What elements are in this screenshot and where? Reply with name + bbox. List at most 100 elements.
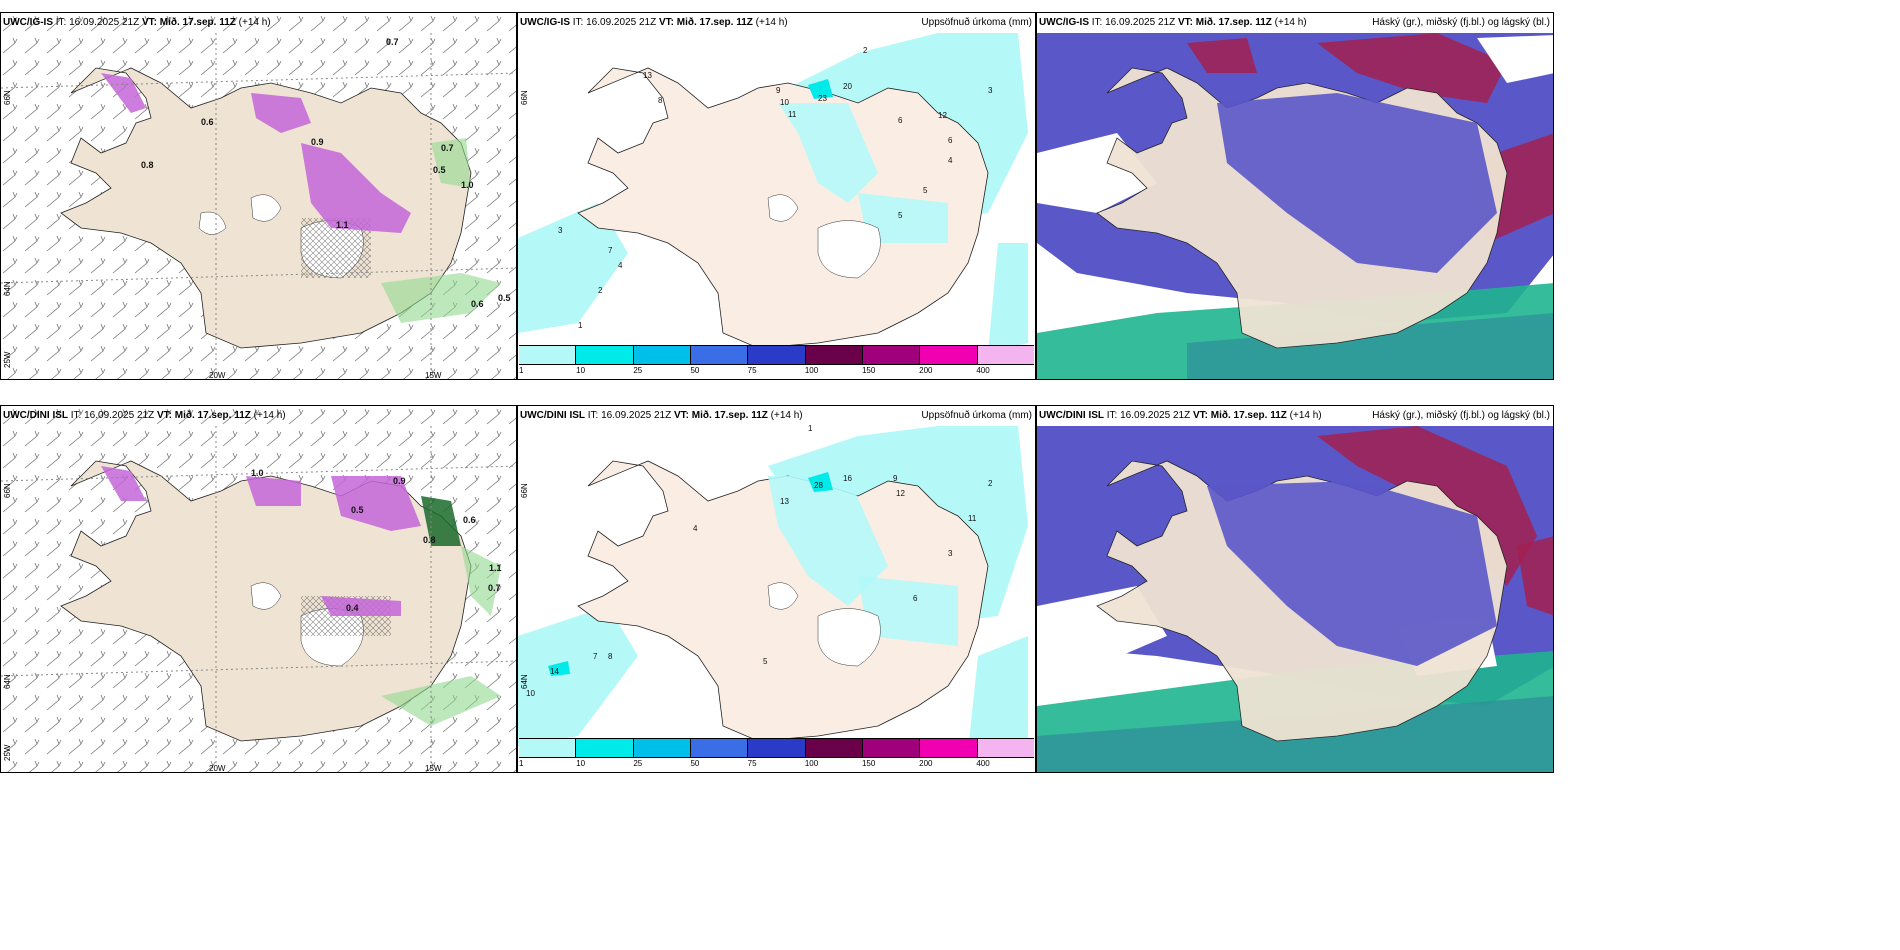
icing-magenta-2: [251, 93, 311, 133]
lon-label-20w: 20W: [209, 764, 226, 773]
panel-wind-ig-is: 0.7 0.6 0.5 1.0 0.9 0.7 0.6 0.5 1.1 0.8 …: [0, 12, 517, 380]
colorbar-ticks: 1 10 25 50 75 100 150 200 400: [519, 366, 1034, 378]
model-name: UWC/DINI ISL: [520, 410, 585, 421]
precip-light-land: [778, 103, 878, 203]
cloud-over-land: [1207, 481, 1497, 666]
value-label: 8: [608, 652, 613, 661]
init-prefix: IT:: [572, 17, 587, 28]
value-label: 5: [763, 657, 768, 666]
precip-light-land: [768, 476, 888, 606]
colorbar-segment: [689, 739, 748, 757]
panel-precip-dini: 1 2 3 28 16 9 12 13 14 10 7 8 5 6 4 11 U…: [517, 405, 1036, 773]
init-time: 16.09.2025 21Z: [69, 17, 140, 28]
cloud-title: Háský (gr.), miðský (fj.bl.) og lágský (…: [1372, 17, 1550, 28]
value-label: 10: [526, 689, 535, 698]
value-label: 0.5: [433, 165, 446, 175]
value-label: 0.8: [423, 535, 436, 545]
precip-medium-2: [548, 661, 570, 676]
init-time: 16.09.2025 21Z: [586, 17, 657, 28]
value-label: 12: [938, 111, 947, 120]
colorbar-tick: 1: [519, 366, 524, 375]
map-precip-ig-is: 2 3 4 20 23 9 10 11 6 5 7 12 8 13 1 2 3 …: [518, 33, 1028, 353]
lead-time: (+14 h): [770, 410, 803, 421]
value-label: 9: [776, 86, 781, 95]
colorbar-segment: [575, 739, 633, 757]
colorbar-segment: [689, 346, 748, 364]
lat-label-66n: 66N: [520, 90, 529, 105]
colorbar-segment: [632, 739, 690, 757]
colorbar-tick: 200: [919, 366, 933, 375]
glacier-2: [767, 194, 799, 222]
colorbar-segment: [804, 346, 862, 364]
model-name: UWC/IG-IS: [520, 17, 570, 28]
panel2-top-labels: 2 3 4 20 23 9 10 11 6 5 7 12 8 13 1 2 3 …: [558, 46, 993, 330]
cloud-high-red-3: [1187, 38, 1257, 73]
parallel-66n: [1, 465, 516, 482]
colorbar-tick: 150: [861, 366, 876, 375]
colorbar-tick: 100: [804, 759, 819, 768]
value-label: 1.0: [251, 468, 264, 478]
panel-header: UWC/IG-IS IT: 16.09.2025 21Z VT: Mið. 17…: [1039, 17, 1307, 28]
colorbar-segment: [861, 346, 920, 364]
icing-green-2: [431, 138, 471, 188]
precip-title: Uppsöfnuð úrkoma (mm): [921, 410, 1032, 421]
value-label: 0.7: [441, 143, 454, 153]
value-label: 12: [896, 489, 905, 498]
cloud-low-teal: [1187, 313, 1553, 379]
panel-header: UWC/DINI ISL IT: 16.09.2025 21Z VT: Mið.…: [1039, 410, 1322, 421]
value-label: 5: [898, 211, 903, 220]
map-wind-dini: 1.1 0.7 0.5 0.9 0.6 0.8 1.0 0.4: [1, 406, 516, 772]
init-time: 16.09.2025 21Z: [601, 410, 672, 421]
colorbar-segment: [976, 346, 1034, 364]
lon-label-25w: 25W: [3, 351, 12, 368]
lead-time: (+14 h): [1274, 17, 1307, 28]
colorbar-segment: [747, 346, 805, 364]
colorbar-tick: 150: [861, 759, 876, 768]
value-label: 0.6: [201, 117, 214, 127]
valid-time: VT: Mið. 17.sep. 11Z: [673, 410, 768, 421]
valid-time: VT: Mið. 17.sep. 11Z: [658, 17, 753, 28]
value-label: 3: [988, 86, 993, 95]
value-label: 1: [578, 321, 583, 330]
icing-green-2: [381, 676, 501, 726]
colorbar-segment: [976, 739, 1034, 757]
lon-label-15w: 15W: [425, 764, 442, 773]
colorbar-tick: 25: [633, 759, 643, 768]
colorbar-segment: [747, 739, 805, 757]
lead-time: (+14 h): [238, 17, 271, 28]
value-label: 1: [808, 424, 813, 433]
colorbar-tick: 100: [804, 366, 819, 375]
value-label: 4: [618, 261, 623, 270]
value-label: 3: [558, 226, 563, 235]
cloud-high-red-1: [1317, 33, 1507, 103]
value-label: 16: [843, 474, 852, 483]
precip-light-land-2: [858, 576, 958, 646]
value-label: 6: [948, 136, 953, 145]
model-name: UWC/IG-IS: [1039, 17, 1089, 28]
cloud-over-land: [1217, 93, 1497, 273]
glacier-3: [198, 211, 227, 235]
lon-label-20w: 20W: [209, 371, 226, 380]
colorbar-tick: 25: [633, 366, 643, 375]
parallel-64n: [1, 267, 516, 284]
lat-label-64n: 64N: [520, 674, 529, 689]
value-label: 20: [843, 82, 852, 91]
value-label: 8: [658, 96, 663, 105]
value-label: 0.7: [488, 583, 501, 593]
colorbar-segment: [919, 346, 977, 364]
precip-light-ocean-1: [518, 203, 628, 333]
icing-green: [461, 546, 501, 616]
panel1-top-labels: 0.7 0.6 0.5 1.0 0.9 0.7 0.6 0.5 1.1 0.8: [141, 37, 511, 309]
colorbar-tick: 75: [747, 366, 757, 375]
precip-medium: [808, 79, 833, 99]
precip-colorbar: [519, 345, 1034, 365]
init-prefix: IT:: [1106, 410, 1121, 421]
parallel-64n: [1, 660, 516, 677]
value-label: 0.4: [346, 603, 359, 613]
map-cloud-ig-is: [1037, 13, 1553, 379]
colorbar-tick: 400: [976, 366, 990, 375]
colorbar-ticks: 1 10 25 50 75 100 150 200 400: [519, 759, 1034, 771]
value-label: 6: [913, 594, 918, 603]
lat-label-66n: 66N: [3, 483, 12, 498]
icing-dark-green: [421, 496, 461, 546]
